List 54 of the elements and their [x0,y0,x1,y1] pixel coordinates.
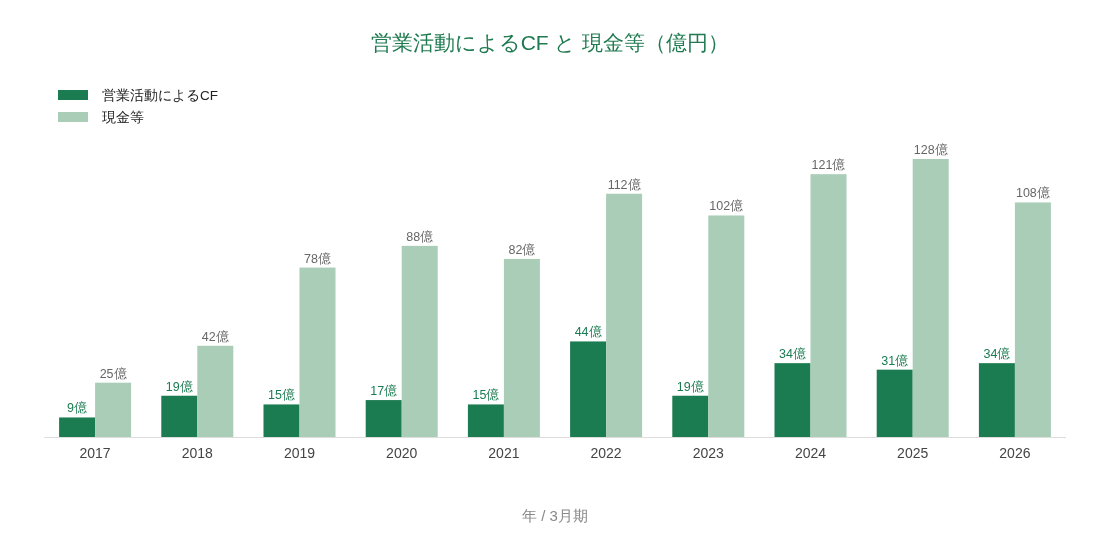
data-label: 128億 [913,143,948,157]
data-label: 34億 [983,347,1011,362]
x-tick-label: 2017 [79,445,111,461]
data-label: 78億 [304,251,331,266]
x-tick-label: 2022 [590,445,622,461]
x-tick-label: 2024 [794,445,827,461]
bar [672,395,709,437]
x-tick-label: 2018 [181,445,214,461]
data-label: 121億 [811,158,846,173]
bar [708,215,745,437]
bar [606,193,643,437]
x-tick-label: 2020 [386,445,418,461]
bar [401,245,438,437]
data-label: 102億 [709,199,744,214]
x-tick-label: 2023 [692,445,725,461]
bar [774,363,811,437]
bar [365,400,402,437]
bar [263,404,300,437]
data-label: 31億 [881,353,909,368]
bar [503,258,540,437]
data-label: 17億 [370,384,398,399]
chart-title: 営業活動によるCF と 現金等（億円） [370,31,730,54]
bar [978,363,1015,437]
data-label: 15億 [472,388,500,403]
bar [299,267,336,437]
x-tick-label: 2026 [999,445,1031,461]
data-label: 44億 [574,325,602,340]
legend-label: 現金等 [102,110,144,125]
data-label: 88億 [406,229,434,244]
x-tick-label: 2025 [897,445,929,461]
bar [59,417,96,437]
bar [197,345,234,437]
data-label: 15億 [268,388,295,403]
x-tick-label: 2021 [488,445,520,461]
bar [912,159,949,437]
data-label: 108億 [1015,186,1050,201]
bar [570,341,607,437]
bar [810,174,847,437]
data-label: 82億 [508,242,536,257]
bar [467,404,504,437]
bar [876,369,913,437]
data-label: 9億 [67,401,88,416]
data-label: 112億 [607,177,641,192]
bar [161,395,198,437]
bar [95,382,132,437]
data-label: 25億 [99,366,127,381]
x-tick-label: 2019 [283,445,316,461]
data-label: 19億 [676,379,704,394]
data-label: 34億 [779,347,806,362]
data-label: 19億 [165,379,193,394]
data-label: 42億 [201,329,229,344]
bar [1014,202,1051,437]
legend-label: 営業活動によるCF [102,88,218,103]
x-axis-title: 年 / 3月期 [522,507,588,524]
